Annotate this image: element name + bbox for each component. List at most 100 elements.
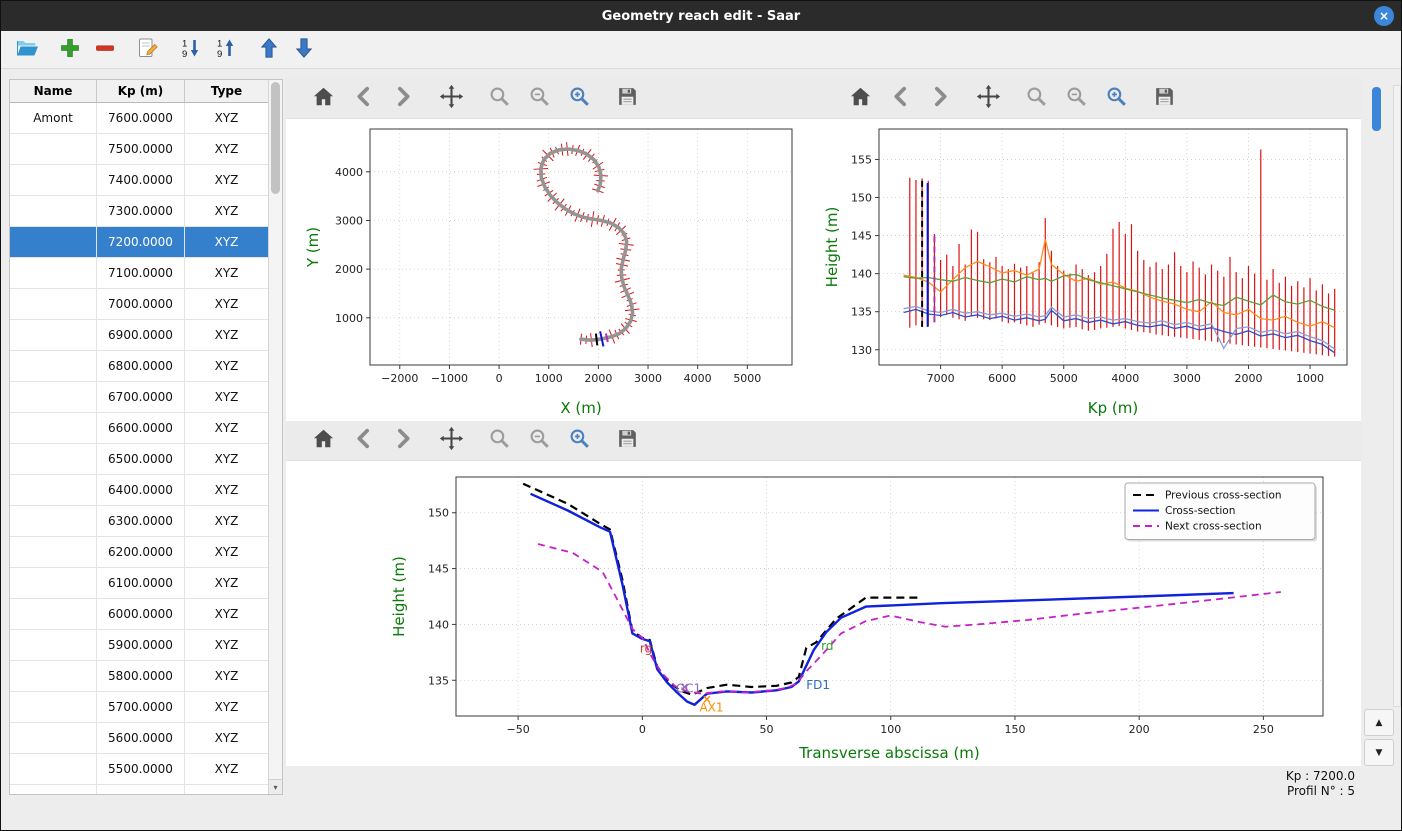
longitudinal-profile-chart[interactable]: 7000 6000 5000 4000 3000 2000 1000 130 135 140 145… <box>823 119 1361 421</box>
cell-kp: 6100.0000 <box>97 568 185 598</box>
move-up-button[interactable] <box>256 37 282 63</box>
home-button[interactable] <box>310 86 336 112</box>
cell-name <box>10 754 97 784</box>
subplots-button[interactable] <box>526 428 552 454</box>
cell-name <box>10 258 97 288</box>
svg-text:5000: 5000 <box>1050 372 1078 385</box>
table-row[interactable]: 6000.0000 XYZ <box>10 599 268 630</box>
table-scrollbar-down-icon[interactable]: ▾ <box>269 779 282 794</box>
right-scrollbar[interactable] <box>1393 85 1401 707</box>
cross-section-chart[interactable]: −50 0 50 100 150 200 250 135 140 145 150 Transverse… <box>286 461 1361 766</box>
plan-view-chart[interactable]: −2000 −1000 0 1000 2000 3000 4000 5000 1000 2000 3… <box>286 119 823 421</box>
home-button[interactable] <box>310 428 336 454</box>
save-button[interactable] <box>614 86 640 112</box>
table-header-name[interactable]: Name <box>10 80 97 102</box>
table-row[interactable]: 6800.0000 XYZ <box>10 351 268 382</box>
table-row[interactable]: 5800.0000 XYZ <box>10 661 268 692</box>
arrowdown-icon <box>292 36 316 64</box>
table-row[interactable]: 6900.0000 XYZ <box>10 320 268 351</box>
table-row[interactable]: 6600.0000 XYZ <box>10 413 268 444</box>
zoom-rect-button[interactable] <box>1103 86 1129 112</box>
table-row[interactable]: 6100.0000 XYZ <box>10 568 268 599</box>
table-row[interactable]: 7400.0000 XYZ <box>10 165 268 196</box>
table-row[interactable]: 7300.0000 XYZ <box>10 196 268 227</box>
home-icon <box>311 426 336 455</box>
table-row[interactable]: 7000.0000 XYZ <box>10 289 268 320</box>
table-row[interactable]: 7100.0000 XYZ <box>10 258 268 289</box>
move-down-button[interactable] <box>291 37 317 63</box>
delete-profile-button[interactable] <box>92 37 118 63</box>
zoom-icon <box>487 426 512 455</box>
cell-kp: 6600.0000 <box>97 413 185 443</box>
table-row[interactable]: 5900.0000 XYZ <box>10 630 268 661</box>
svg-text:9: 9 <box>217 49 222 60</box>
svg-text:AX1: AX1 <box>699 701 723 715</box>
svg-text:1000: 1000 <box>335 312 363 325</box>
cell-kp: 7000.0000 <box>97 289 185 319</box>
cell-name <box>10 537 97 567</box>
table-header-type[interactable]: Type <box>210 84 243 98</box>
table-row[interactable]: 6700.0000 XYZ <box>10 382 268 413</box>
cell-name <box>10 475 97 505</box>
table-row[interactable]: 5600.0000 XYZ <box>10 723 268 754</box>
cell-kp: 6000.0000 <box>97 599 185 629</box>
back-button[interactable] <box>350 86 376 112</box>
subplots-button[interactable] <box>1063 86 1089 112</box>
table-row[interactable]: 5500.0000 XYZ <box>10 754 268 785</box>
svg-text:150: 150 <box>1004 723 1025 736</box>
cell-name <box>10 723 97 753</box>
cell-kp: 5600.0000 <box>97 723 185 753</box>
back-button[interactable] <box>887 86 913 112</box>
table-row[interactable]: 5700.0000 XYZ <box>10 692 268 723</box>
table-row[interactable]: 7200.0000 XYZ <box>10 227 268 258</box>
close-button[interactable]: × <box>1374 6 1394 26</box>
previous-profile-button[interactable]: ▲ <box>1364 709 1394 736</box>
back-button[interactable] <box>350 428 376 454</box>
pan-button[interactable] <box>438 426 464 454</box>
svg-text:Height (m): Height (m) <box>390 556 408 637</box>
edit-profile-button[interactable] <box>135 37 161 63</box>
table-row[interactable]: 6200.0000 XYZ <box>10 537 268 568</box>
zoom-button[interactable] <box>486 86 512 112</box>
cell-type: XYZ <box>214 142 239 156</box>
cell-kp: 6700.0000 <box>97 382 185 412</box>
minus-icon <box>93 36 117 64</box>
table-row[interactable]: 7500.0000 XYZ <box>10 134 268 165</box>
table-row[interactable]: 6400.0000 XYZ <box>10 475 268 506</box>
save-button[interactable] <box>1151 86 1177 112</box>
profiles-table-panel: Name Kp (m) Type Amont 7600.0000 XYZ 7500.0… <box>9 79 283 795</box>
cell-type: XYZ <box>214 390 239 404</box>
zoom-rect-button[interactable] <box>566 428 592 454</box>
forward-button[interactable] <box>390 428 416 454</box>
home-button[interactable] <box>847 86 873 112</box>
forward-icon <box>928 84 953 113</box>
zoom-rect-button[interactable] <box>566 86 592 112</box>
open-file-button[interactable] <box>14 37 40 63</box>
plan-plot-toolbar <box>286 79 823 119</box>
cell-kp: 7600.0000 <box>97 103 185 133</box>
table-row[interactable]: 6500.0000 XYZ <box>10 444 268 475</box>
forward-button[interactable] <box>927 86 953 112</box>
table-header-row: Name Kp (m) Type <box>10 80 268 103</box>
zoom-button[interactable] <box>486 428 512 454</box>
pan-button[interactable] <box>438 84 464 112</box>
table-scrollbar-handle[interactable] <box>271 82 280 194</box>
zoom-button[interactable] <box>1023 86 1049 112</box>
table-header-kp[interactable]: Kp (m) <box>97 80 185 102</box>
next-profile-button[interactable]: ▼ <box>1364 739 1394 766</box>
svg-text:1: 1 <box>217 38 222 49</box>
table-row[interactable]: 6300.0000 XYZ <box>10 506 268 537</box>
subplots-button[interactable] <box>526 86 552 112</box>
add-profile-button[interactable] <box>57 37 83 63</box>
forward-button[interactable] <box>390 86 416 112</box>
table-row[interactable]: Amont 7600.0000 XYZ <box>10 103 268 134</box>
cell-type: XYZ <box>214 266 239 280</box>
cell-kp: 6200.0000 <box>97 537 185 567</box>
vertical-slider[interactable] <box>1372 87 1381 131</box>
save-button[interactable] <box>614 428 640 454</box>
table-scrollbar[interactable]: ▾ <box>268 80 282 794</box>
pan-button[interactable] <box>975 84 1001 112</box>
